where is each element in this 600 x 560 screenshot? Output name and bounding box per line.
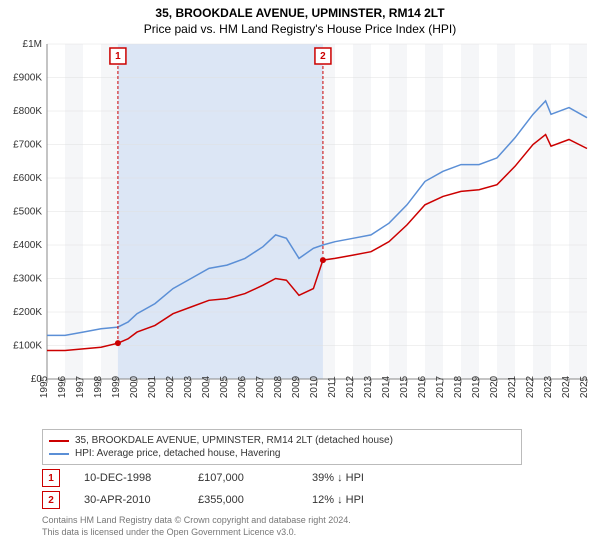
chart-container: 35, BROOKDALE AVENUE, UPMINSTER, RM14 2L…: [0, 0, 600, 560]
footnote-line: This data is licensed under the Open Gov…: [42, 527, 590, 539]
svg-text:1995: 1995: [39, 375, 50, 398]
svg-text:2012: 2012: [345, 375, 356, 398]
svg-text:2003: 2003: [183, 375, 194, 398]
chart-plot: £0£100K£200K£300K£400K£500K£600K£700K£80…: [5, 40, 595, 425]
svg-text:2019: 2019: [471, 375, 482, 398]
legend-swatch: [49, 440, 69, 442]
svg-text:2017: 2017: [435, 375, 446, 398]
svg-text:2: 2: [320, 51, 326, 62]
svg-text:2007: 2007: [255, 375, 266, 398]
svg-text:£900K: £900K: [13, 73, 42, 84]
svg-text:£600K: £600K: [13, 173, 42, 184]
svg-text:£500K: £500K: [13, 207, 42, 218]
svg-text:1999: 1999: [111, 375, 122, 398]
svg-text:2000: 2000: [129, 375, 140, 398]
legend-item: HPI: Average price, detached house, Have…: [49, 447, 515, 460]
svg-text:£700K: £700K: [13, 140, 42, 151]
svg-text:£1M: £1M: [23, 40, 42, 50]
sale-delta: 39% ↓ HPI: [312, 472, 402, 484]
svg-text:2005: 2005: [219, 375, 230, 398]
legend-label: 35, BROOKDALE AVENUE, UPMINSTER, RM14 2L…: [75, 435, 393, 446]
sale-badge: 2: [42, 491, 60, 509]
svg-text:£400K: £400K: [13, 240, 42, 251]
legend: 35, BROOKDALE AVENUE, UPMINSTER, RM14 2L…: [42, 429, 522, 465]
svg-text:2025: 2025: [579, 375, 590, 398]
svg-text:2015: 2015: [399, 375, 410, 398]
sale-badge: 1: [42, 469, 60, 487]
sale-row: 2 30-APR-2010 £355,000 12% ↓ HPI: [42, 491, 590, 509]
svg-text:2009: 2009: [291, 375, 302, 398]
sale-row: 1 10-DEC-1998 £107,000 39% ↓ HPI: [42, 469, 590, 487]
svg-text:2001: 2001: [147, 375, 158, 398]
svg-text:£800K: £800K: [13, 106, 42, 117]
sale-delta: 12% ↓ HPI: [312, 494, 402, 506]
svg-text:2016: 2016: [417, 375, 428, 398]
svg-text:2020: 2020: [489, 375, 500, 398]
svg-text:2024: 2024: [561, 375, 572, 398]
svg-text:£200K: £200K: [13, 307, 42, 318]
svg-text:2023: 2023: [543, 375, 554, 398]
svg-text:2011: 2011: [327, 376, 338, 398]
svg-text:1: 1: [115, 51, 121, 62]
chart-title: 35, BROOKDALE AVENUE, UPMINSTER, RM14 2L…: [0, 0, 600, 20]
svg-text:2013: 2013: [363, 375, 374, 398]
svg-text:2008: 2008: [273, 375, 284, 398]
sale-price: £355,000: [198, 494, 288, 506]
sale-price: £107,000: [198, 472, 288, 484]
legend-label: HPI: Average price, detached house, Have…: [75, 448, 281, 459]
svg-text:1998: 1998: [93, 375, 104, 398]
sale-date: 30-APR-2010: [84, 494, 174, 506]
legend-item: 35, BROOKDALE AVENUE, UPMINSTER, RM14 2L…: [49, 434, 515, 447]
footnote: Contains HM Land Registry data © Crown c…: [42, 515, 590, 538]
svg-text:2004: 2004: [201, 375, 212, 398]
svg-text:2022: 2022: [525, 375, 536, 398]
svg-text:2010: 2010: [309, 375, 320, 398]
footnote-line: Contains HM Land Registry data © Crown c…: [42, 515, 590, 527]
svg-text:2002: 2002: [165, 375, 176, 398]
legend-swatch: [49, 453, 69, 455]
svg-text:£100K: £100K: [13, 341, 42, 352]
svg-text:2006: 2006: [237, 375, 248, 398]
svg-text:2014: 2014: [381, 375, 392, 398]
chart-subtitle: Price paid vs. HM Land Registry's House …: [0, 20, 600, 40]
svg-text:1997: 1997: [75, 375, 86, 398]
chart-svg: £0£100K£200K£300K£400K£500K£600K£700K£80…: [5, 40, 595, 425]
sale-date: 10-DEC-1998: [84, 472, 174, 484]
svg-text:2021: 2021: [507, 375, 518, 398]
svg-text:1996: 1996: [57, 375, 68, 398]
svg-text:£300K: £300K: [13, 274, 42, 285]
svg-text:2018: 2018: [453, 375, 464, 398]
